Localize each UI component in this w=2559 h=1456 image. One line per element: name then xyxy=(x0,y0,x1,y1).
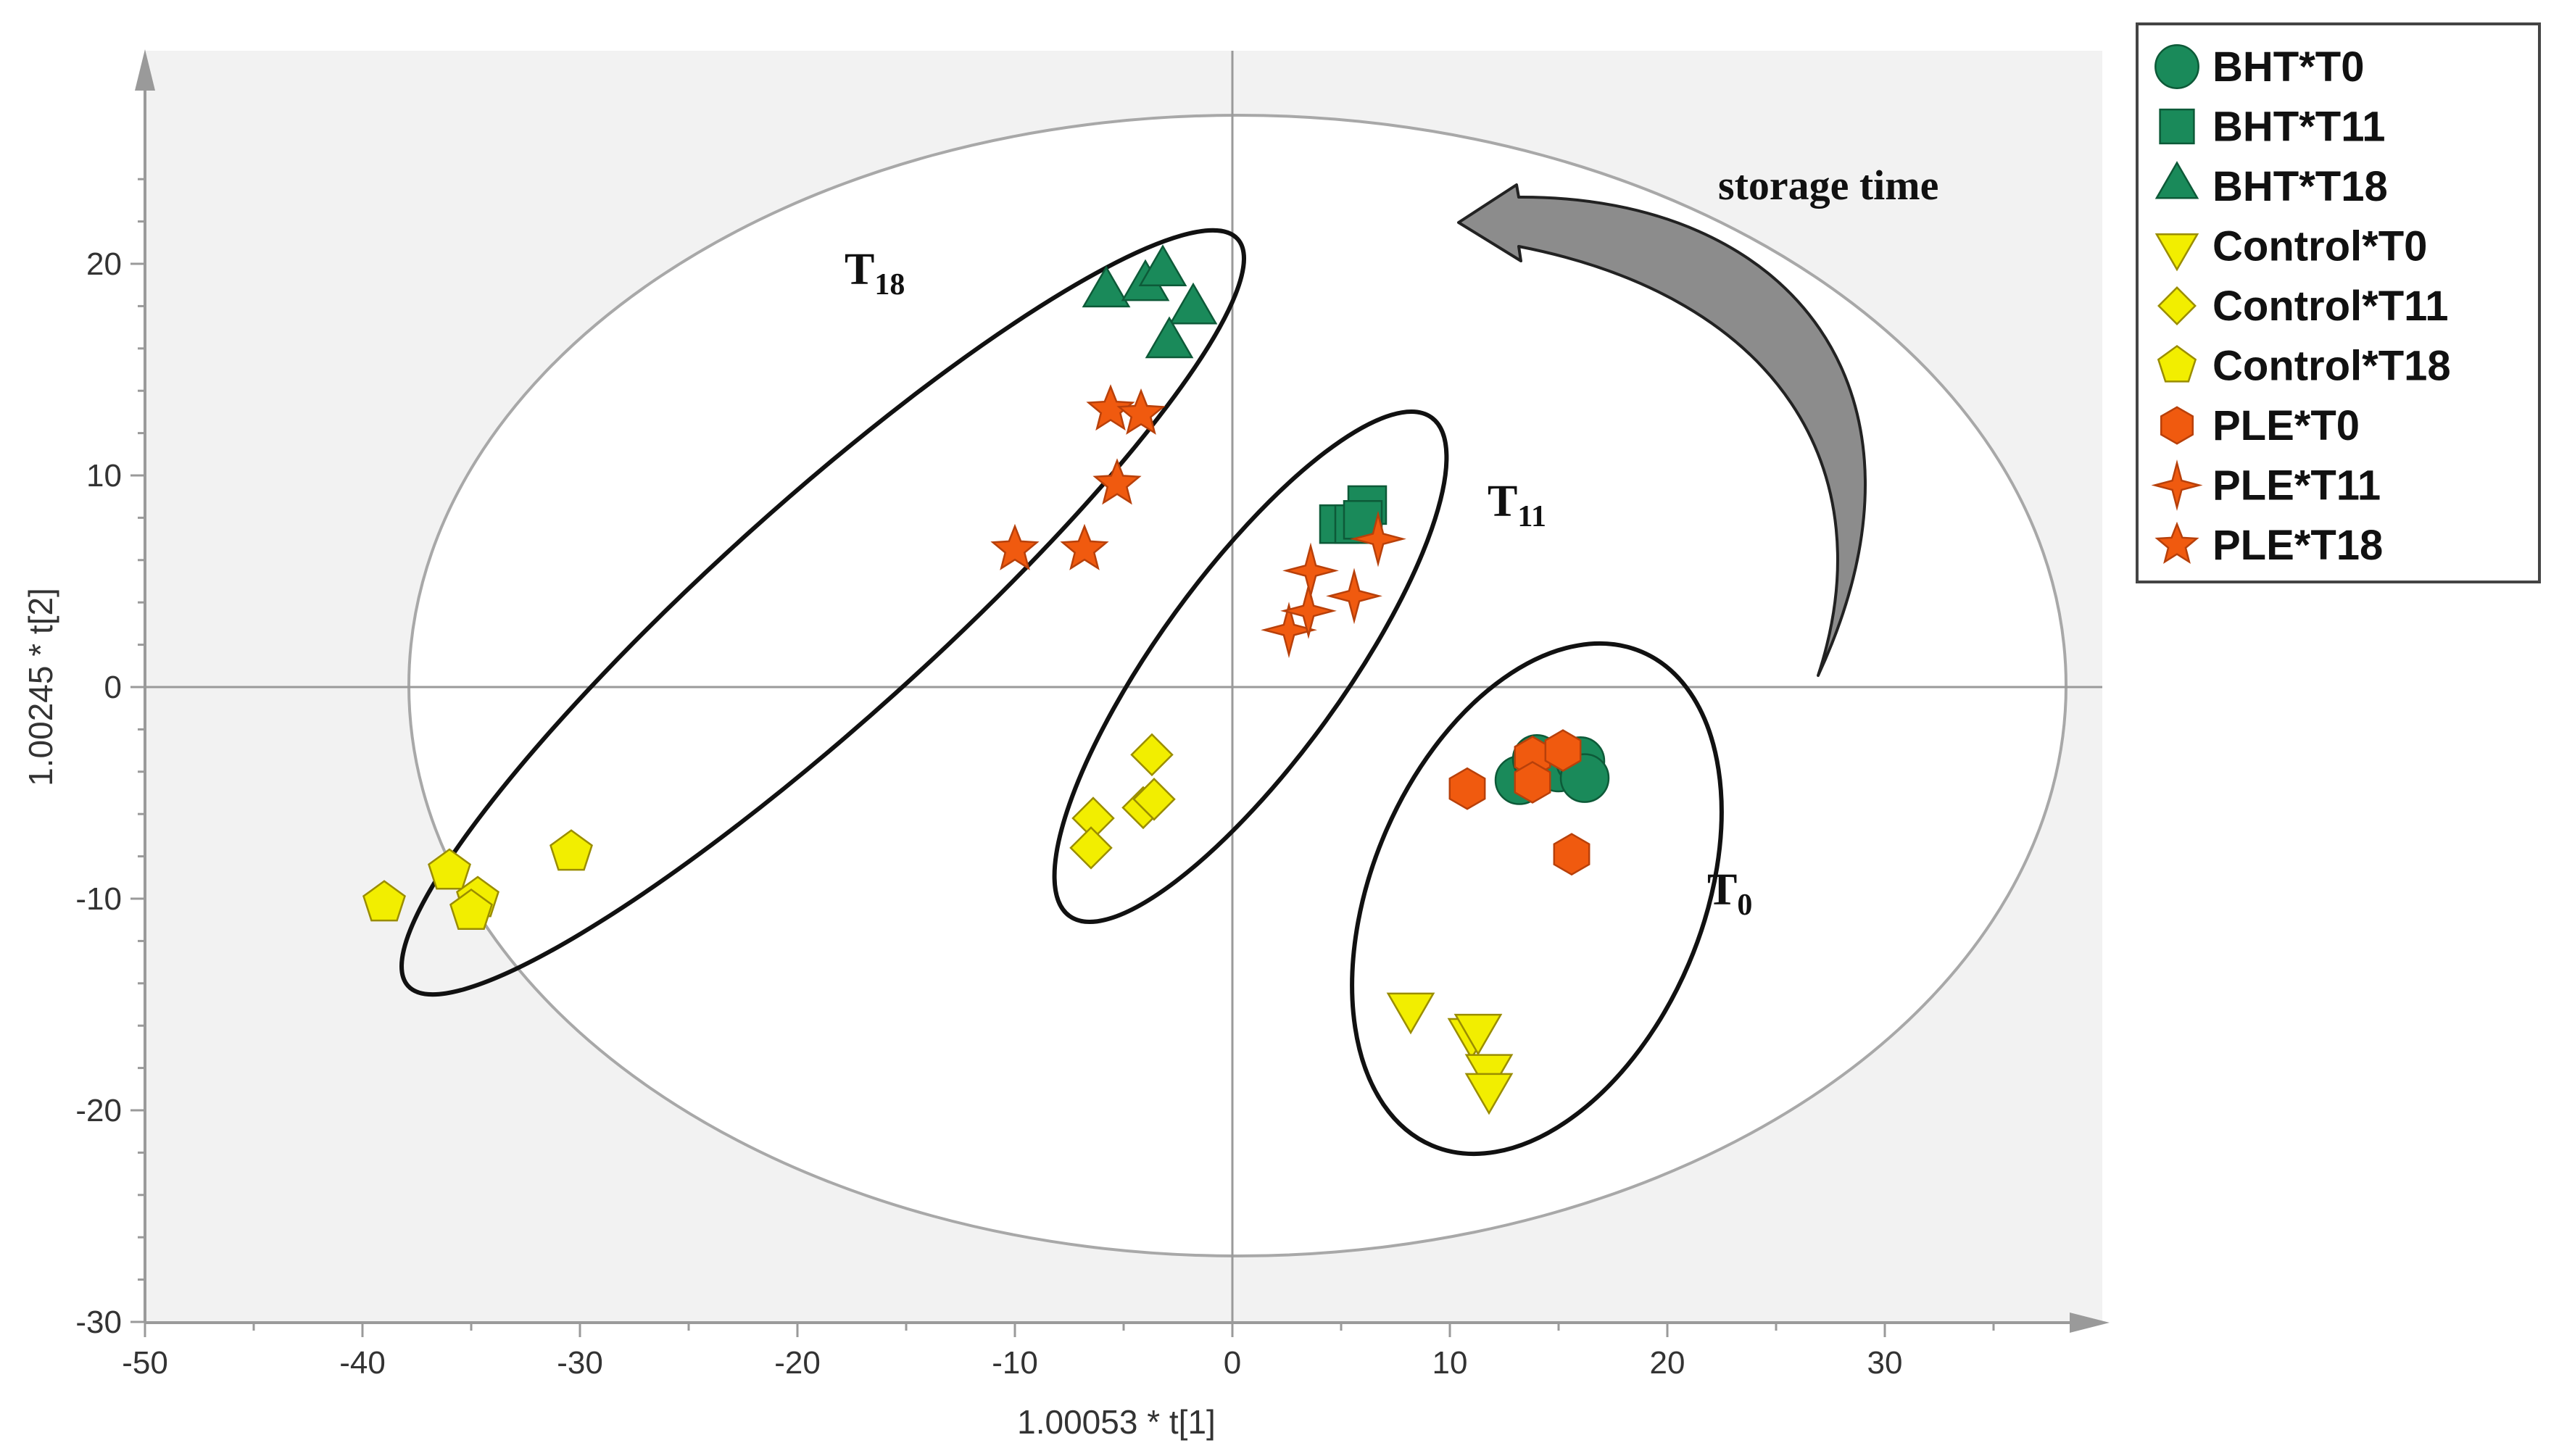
data-point xyxy=(1514,760,1551,804)
legend-label: PLE*T0 xyxy=(2212,402,2360,449)
legend-item: BHT*T0 xyxy=(2154,43,2364,91)
legend-item: PLE*T18 xyxy=(2154,521,2383,569)
label-t18: T18 xyxy=(845,245,905,301)
series-control-t11 xyxy=(1069,733,1176,870)
data-point xyxy=(1116,388,1166,435)
data-point xyxy=(1553,833,1590,876)
group-ellipse-t11 xyxy=(1052,409,1449,924)
data-point xyxy=(1060,523,1109,570)
legend-label: BHT*T0 xyxy=(2212,43,2364,91)
y-tick-label: 20 xyxy=(86,246,122,282)
legend-marker xyxy=(2154,233,2199,272)
legend-marker xyxy=(2154,44,2199,89)
legend-item: Control*T11 xyxy=(2157,283,2449,330)
data-point xyxy=(428,848,471,890)
x-tick-label: 10 xyxy=(1432,1345,1468,1381)
legend-marker xyxy=(2157,344,2197,383)
data-point xyxy=(1544,729,1582,773)
data-point xyxy=(549,829,593,871)
data-point xyxy=(1350,510,1406,567)
series-control-t0 xyxy=(1386,992,1514,1115)
label-t0: T0 xyxy=(1707,865,1752,922)
data-point xyxy=(1138,244,1187,286)
data-point xyxy=(990,523,1040,570)
legend-item: BHT*T11 xyxy=(2159,104,2386,151)
legend-item: Control*T18 xyxy=(2157,343,2451,390)
label-t11: T11 xyxy=(1488,477,1546,533)
data-point xyxy=(1261,602,1317,659)
data-point xyxy=(362,880,406,922)
data-point xyxy=(1326,567,1382,625)
x-tick-label: 0 xyxy=(1224,1345,1241,1381)
data-point xyxy=(1086,384,1135,431)
y-tick-label: 0 xyxy=(104,670,122,705)
y-axis-arrow xyxy=(135,49,155,91)
x-axis-label: 1.00053 * t[1] xyxy=(1017,1403,1216,1441)
data-point xyxy=(1092,458,1142,505)
x-tick-label: -20 xyxy=(774,1345,821,1381)
y-tick-label: 10 xyxy=(86,458,122,494)
data-point xyxy=(1145,316,1194,359)
y-tick-label: -20 xyxy=(75,1093,122,1128)
series-bht-t18 xyxy=(1082,244,1218,359)
data-point xyxy=(1082,265,1131,308)
legend-marker xyxy=(2159,108,2195,145)
legend-marker xyxy=(2160,406,2194,445)
series-ple-t0 xyxy=(1448,729,1590,876)
x-tick-label: -50 xyxy=(122,1345,168,1381)
data-point xyxy=(1130,733,1174,777)
x-axis-arrow xyxy=(2070,1313,2110,1333)
legend-item: BHT*T18 xyxy=(2154,161,2388,210)
data-point xyxy=(449,888,493,931)
x-tick-label: 30 xyxy=(1867,1345,1903,1381)
confidence-ellipse xyxy=(407,114,2067,1257)
data-point xyxy=(1069,826,1113,870)
group-ellipse-t0 xyxy=(1350,641,1724,1157)
y-tick-label: -10 xyxy=(75,881,122,917)
x-tick-label: 20 xyxy=(1650,1345,1685,1381)
legend-item: PLE*T11 xyxy=(2151,459,2381,511)
legend-marker xyxy=(2151,459,2203,511)
legend-label: PLE*T11 xyxy=(2212,462,2381,509)
legend-label: PLE*T18 xyxy=(2212,522,2383,569)
legend-item: PLE*T0 xyxy=(2160,402,2360,449)
series-ple-t11 xyxy=(1261,510,1406,659)
legend-label: BHT*T18 xyxy=(2212,163,2388,210)
storage-time-label: storage time xyxy=(1718,162,1938,209)
x-tick-label: -40 xyxy=(339,1345,386,1381)
y-tick-label: -30 xyxy=(75,1305,122,1340)
data-point xyxy=(1132,778,1176,821)
legend-item: Control*T0 xyxy=(2154,223,2427,272)
legend-label: Control*T18 xyxy=(2212,343,2451,390)
data-point xyxy=(1386,992,1435,1035)
legend-label: Control*T11 xyxy=(2212,283,2449,330)
legend-marker xyxy=(2157,286,2197,325)
data-point xyxy=(1282,542,1339,599)
legend-box xyxy=(2136,22,2541,583)
group-ellipse-t18 xyxy=(399,228,1246,997)
storage-time-arrow xyxy=(1457,183,1867,677)
data-point xyxy=(1448,767,1486,810)
y-axis-label: 1.00245 * t[2] xyxy=(22,588,59,786)
legend-marker xyxy=(2154,521,2199,565)
series-control-t18 xyxy=(362,829,593,931)
data-point xyxy=(1169,282,1218,325)
x-tick-label: -30 xyxy=(557,1345,603,1381)
data-point xyxy=(1280,583,1337,639)
data-point xyxy=(1453,1013,1503,1056)
legend-label: Control*T0 xyxy=(2212,223,2427,270)
series-ple-t18 xyxy=(990,384,1166,570)
x-tick-label: -10 xyxy=(992,1345,1038,1381)
data-point xyxy=(1464,1073,1514,1115)
legend-label: BHT*T11 xyxy=(2212,104,2386,151)
legend-marker xyxy=(2154,161,2199,199)
